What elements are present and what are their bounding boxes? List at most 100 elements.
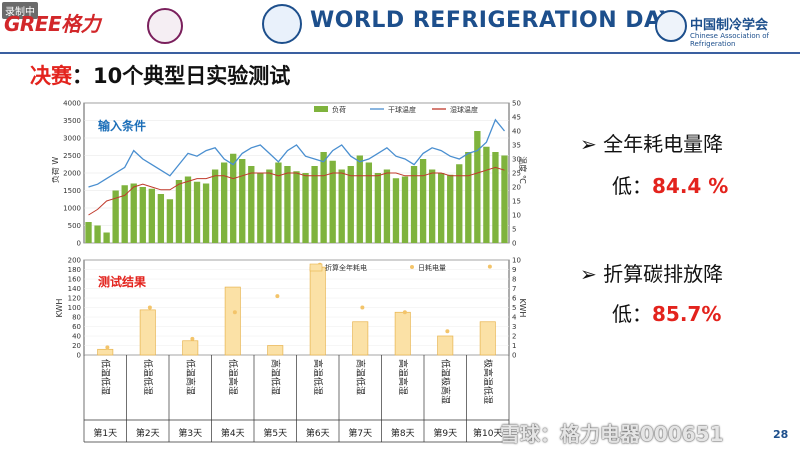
load-bar	[456, 164, 463, 243]
bottom-y-tick-label: 160	[68, 276, 81, 284]
page-title-prefix: 决赛	[30, 64, 72, 88]
bullet-carbon-line2: 低：85.7%	[612, 298, 721, 327]
category-label: 低温低湿	[142, 359, 154, 395]
load-bar	[239, 159, 246, 243]
load-bar	[474, 131, 481, 243]
bottom-y2-tick-label: 3	[512, 323, 516, 331]
load-bar	[175, 180, 183, 243]
daily-kwh-dot	[275, 294, 280, 299]
header-divider	[0, 52, 800, 54]
annual-kwh-bars	[97, 266, 496, 356]
load-bar	[338, 169, 345, 243]
top-y2-tick-label: 40	[512, 128, 521, 136]
load-bar	[392, 178, 400, 243]
load-bar	[166, 199, 174, 243]
load-bar	[410, 166, 418, 243]
dry-bulb-line	[88, 118, 506, 188]
day-label: 第9天	[433, 427, 457, 439]
daily-kwh-dot	[445, 329, 450, 334]
load-bar	[320, 152, 327, 243]
load-bar	[202, 183, 210, 243]
top-y2-tick-label: 45	[512, 114, 521, 122]
day-label: 第5天	[263, 427, 287, 439]
legend-dry-label: 干球温度	[388, 105, 416, 114]
category-label: 高温低湿	[269, 359, 281, 395]
category-label: 低温高湿	[227, 359, 239, 395]
load-bar	[248, 166, 255, 243]
top-y2-tick-label: 5	[512, 226, 516, 234]
load-bar	[419, 159, 427, 243]
bullet-carbon-line2-text: 低：	[612, 302, 652, 326]
bullet-energy-line2: 低：84.4 %	[612, 170, 728, 199]
legend-load-swatch	[314, 106, 328, 112]
annual-kwh-bar	[139, 309, 156, 356]
load-bar	[428, 169, 436, 243]
load-bar	[230, 153, 237, 243]
bottom-y-tick-label: 0	[77, 352, 81, 360]
load-bar	[293, 171, 300, 243]
legend-load-label: 负荷	[332, 105, 346, 114]
carbon-reduction-value: 85.7%	[652, 302, 722, 326]
top-y-tick-label: 500	[68, 222, 81, 230]
legend-daily-swatch	[410, 265, 414, 269]
bullet-arrow-icon: ➢	[580, 132, 604, 156]
load-bar	[94, 225, 101, 243]
top-y-tick-label: 2500	[63, 152, 81, 160]
bottom-legend: 折算全年耗电 日耗电量	[309, 263, 446, 272]
bottom-y2-tick-label: 1	[512, 342, 516, 350]
load-bar	[220, 162, 228, 243]
top-legend: 负荷 干球温度 湿球温度	[314, 105, 478, 114]
load-bar	[501, 155, 508, 243]
page-title: 决赛：10个典型日实验测试	[30, 60, 290, 90]
bottom-y2-tick-label: 4	[512, 314, 517, 322]
top-y2-tick-label: 35	[512, 142, 521, 150]
daily-kwh-dot	[147, 305, 152, 310]
daily-kwh-dot	[402, 310, 407, 315]
load-bar	[365, 162, 373, 243]
load-bar	[266, 169, 273, 243]
day-label: 第2天	[136, 427, 160, 439]
top-y-tick-label: 0	[77, 240, 81, 248]
load-bar	[130, 183, 137, 243]
annual-kwh-bar	[352, 321, 369, 356]
legend-wet-label: 湿球温度	[450, 105, 478, 114]
day-label: 第4天	[221, 427, 245, 439]
top-y-tick-label: 2000	[63, 170, 81, 178]
top-y2-tick-label: 30	[512, 156, 521, 164]
load-bar	[483, 146, 490, 243]
bottom-y-tick-label: 140	[68, 285, 81, 293]
day-label: 第8天	[391, 427, 415, 439]
top-panel-label: 输入条件	[98, 118, 146, 133]
load-bar	[85, 222, 92, 243]
load-bar	[347, 166, 354, 243]
legend-annual-swatch	[309, 263, 323, 272]
load-bar	[356, 155, 363, 243]
top-y-tick-label: 3500	[63, 117, 81, 125]
top-y-tick-label: 4000	[63, 100, 81, 108]
daily-kwh-dot	[105, 345, 110, 350]
top-y-tick-label: 1000	[63, 205, 81, 213]
daily-kwh-dot	[190, 336, 195, 341]
category-label: 极高温低湿	[482, 359, 494, 404]
load-bars	[85, 131, 508, 243]
top-y2-axis-label: 温度 ℃	[518, 156, 527, 184]
annual-kwh-bar	[309, 266, 326, 356]
bottom-y-tick-label: 40	[72, 333, 81, 341]
category-label: 高温低湿	[312, 359, 324, 395]
car-logo	[655, 10, 687, 42]
bottom-y2-axis-label: KWH	[518, 299, 527, 318]
load-bar	[139, 187, 146, 243]
page-title-rest: ：10个典型日实验测试	[72, 64, 291, 88]
load-bar	[103, 232, 110, 243]
load-bar	[284, 166, 291, 243]
load-bar	[329, 160, 336, 243]
load-bar	[257, 173, 264, 243]
category-label: 高温低湿	[354, 359, 366, 395]
wet-bulb-line	[88, 166, 505, 216]
annual-kwh-bar	[97, 348, 114, 356]
top-y2-ticks: 0 5 10 15 20 25 30 35 40 45 50	[512, 100, 521, 248]
bullet-energy-text: 全年耗电量降	[603, 132, 724, 156]
top-y2-tick-label: 25	[512, 170, 521, 178]
